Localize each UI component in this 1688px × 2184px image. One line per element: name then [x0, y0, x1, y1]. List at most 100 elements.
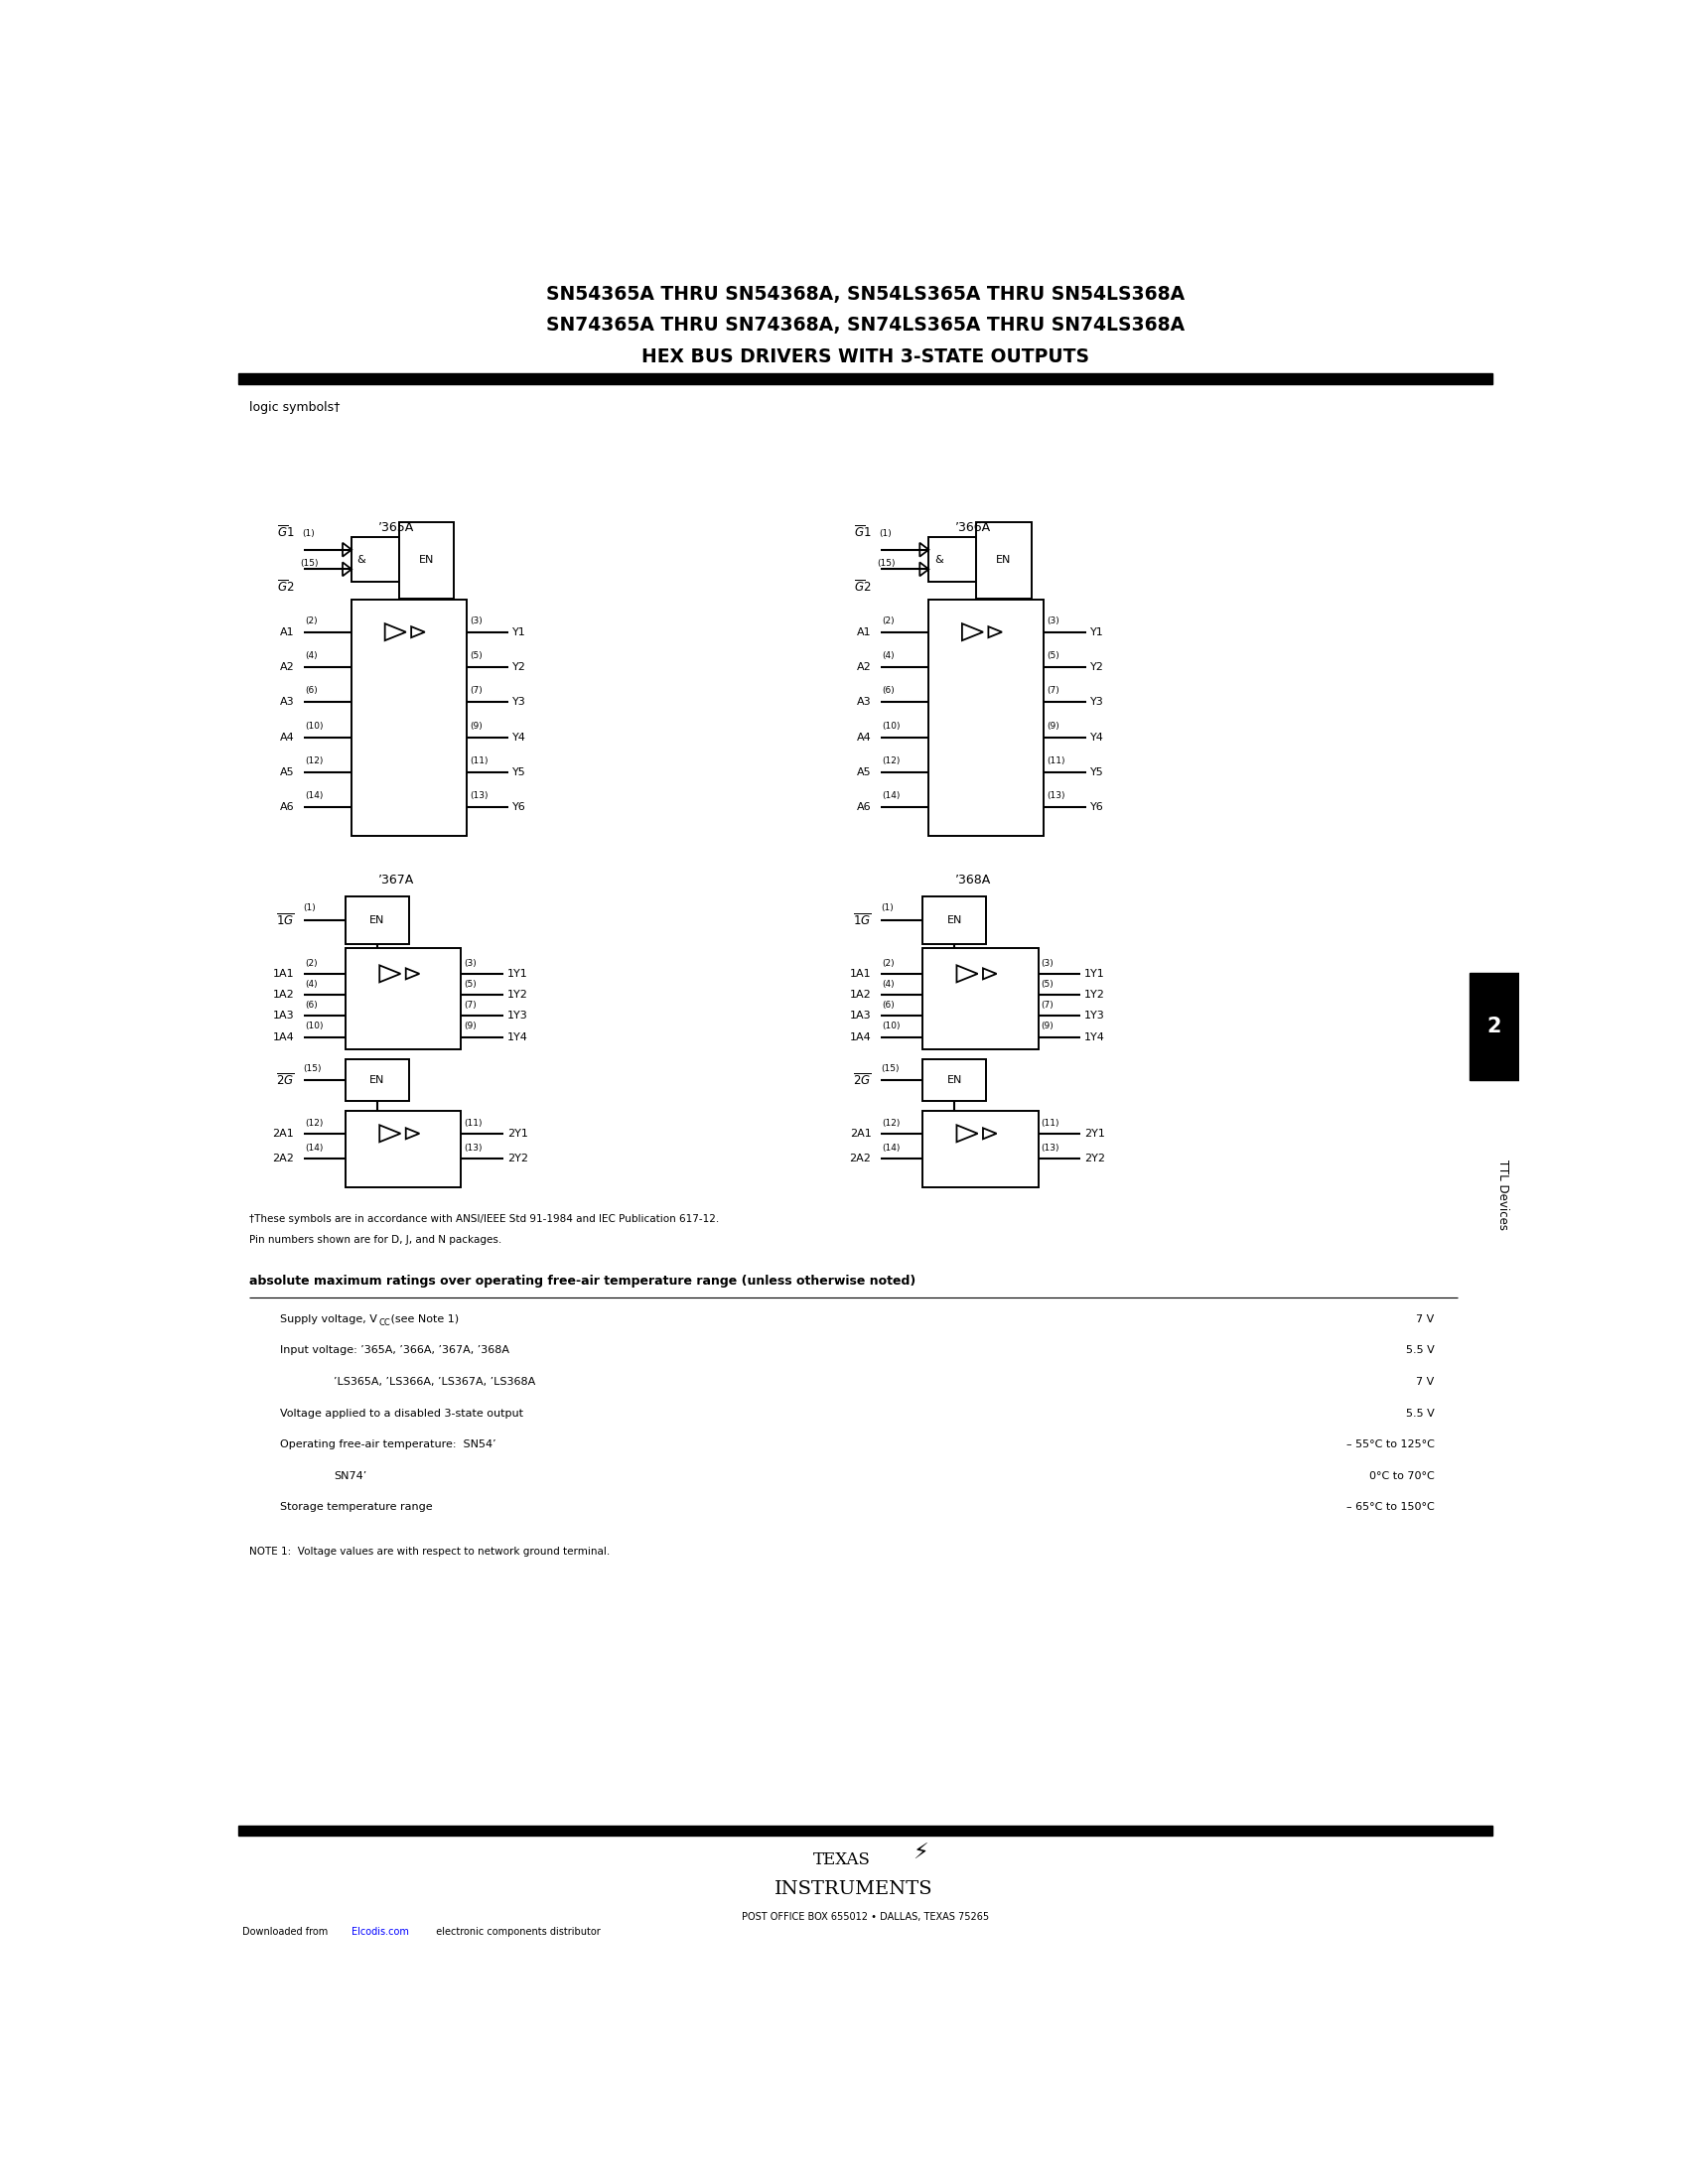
Text: 2A1: 2A1: [849, 1129, 871, 1138]
Text: (3): (3): [469, 616, 483, 625]
Text: 1A1: 1A1: [849, 970, 871, 978]
Bar: [976, 522, 1031, 598]
Text: (9): (9): [464, 1022, 476, 1031]
Text: (12): (12): [883, 1118, 900, 1127]
Text: POST OFFICE BOX 655012 • DALLAS, TEXAS 75265: POST OFFICE BOX 655012 • DALLAS, TEXAS 7…: [741, 1911, 989, 1922]
Text: ’368A: ’368A: [955, 874, 991, 887]
Text: (10): (10): [883, 721, 900, 729]
Text: Pin numbers shown are for D, J, and N packages.: Pin numbers shown are for D, J, and N pa…: [250, 1236, 501, 1245]
Bar: [923, 948, 1038, 1051]
Bar: [238, 1826, 1492, 1835]
Text: (11): (11): [469, 756, 488, 764]
Text: 2Y1: 2Y1: [1084, 1129, 1106, 1138]
Text: SN74’: SN74’: [334, 1472, 366, 1481]
Text: 1Y1: 1Y1: [508, 970, 528, 978]
Text: †These symbols are in accordance with ANSI/IEEE Std 91-1984 and IEC Publication : †These symbols are in accordance with AN…: [250, 1214, 719, 1223]
Text: 1A4: 1A4: [849, 1033, 871, 1042]
Text: 1A1: 1A1: [273, 970, 294, 978]
Text: (7): (7): [1047, 686, 1060, 695]
Text: 2A1: 2A1: [272, 1129, 294, 1138]
Text: EN: EN: [370, 1075, 385, 1085]
Text: (11): (11): [1041, 1118, 1060, 1127]
Text: 7 V: 7 V: [1416, 1315, 1435, 1324]
Bar: [346, 1059, 408, 1101]
Text: 0°C to 70°C: 0°C to 70°C: [1369, 1472, 1435, 1481]
Text: 2Y2: 2Y2: [1084, 1153, 1106, 1164]
Bar: [346, 1112, 461, 1188]
Text: Supply voltage, V: Supply voltage, V: [280, 1315, 378, 1324]
Text: (13): (13): [1047, 791, 1065, 799]
Text: SN54365A THRU SN54368A, SN54LS365A THRU SN54LS368A: SN54365A THRU SN54368A, SN54LS365A THRU …: [545, 284, 1185, 304]
Text: EN: EN: [947, 1075, 962, 1085]
Text: ’365A: ’365A: [378, 522, 414, 535]
Text: 7 V: 7 V: [1416, 1376, 1435, 1387]
Text: 5.5 V: 5.5 V: [1406, 1409, 1435, 1417]
Bar: [398, 522, 454, 598]
Text: (13): (13): [464, 1144, 483, 1153]
Text: (7): (7): [1041, 1000, 1053, 1009]
Text: (2): (2): [306, 959, 317, 968]
Text: EN: EN: [996, 555, 1011, 566]
Text: $\overline{2G}$: $\overline{2G}$: [275, 1072, 294, 1088]
Text: (15): (15): [878, 559, 896, 568]
Text: (2): (2): [883, 959, 895, 968]
Text: (6): (6): [883, 1000, 895, 1009]
Text: (11): (11): [464, 1118, 483, 1127]
Text: (10): (10): [306, 1022, 324, 1031]
Text: (4): (4): [306, 651, 317, 660]
Text: Y5: Y5: [513, 767, 527, 778]
Text: (14): (14): [883, 791, 900, 799]
Text: Elcodis.com: Elcodis.com: [351, 1926, 408, 1937]
Text: A3: A3: [858, 697, 871, 708]
Text: Y1: Y1: [1090, 627, 1104, 638]
Bar: [346, 898, 408, 943]
Text: (12): (12): [306, 756, 322, 764]
Text: $\overline{1G}$: $\overline{1G}$: [852, 913, 871, 928]
Text: &: &: [358, 555, 366, 563]
Text: 1Y1: 1Y1: [1084, 970, 1106, 978]
Text: (12): (12): [883, 756, 900, 764]
Text: 1A4: 1A4: [272, 1033, 294, 1042]
Text: EN: EN: [947, 915, 962, 926]
Text: A3: A3: [280, 697, 294, 708]
Text: (1): (1): [304, 904, 316, 913]
Text: $\overline{G}$2: $\overline{G}$2: [277, 579, 294, 594]
Text: ⚡: ⚡: [913, 1843, 928, 1863]
Text: (7): (7): [464, 1000, 476, 1009]
Text: (9): (9): [1047, 721, 1060, 729]
Text: 1Y4: 1Y4: [508, 1033, 528, 1042]
Text: (6): (6): [883, 686, 895, 695]
Text: $\overline{1G}$: $\overline{1G}$: [275, 913, 294, 928]
Text: &: &: [935, 555, 944, 563]
Text: 1Y4: 1Y4: [1084, 1033, 1106, 1042]
Text: A1: A1: [858, 627, 871, 638]
Text: electronic components distributor: electronic components distributor: [430, 1926, 601, 1937]
Text: (9): (9): [469, 721, 483, 729]
Text: Y3: Y3: [513, 697, 527, 708]
Text: (14): (14): [883, 1144, 900, 1153]
Text: Operating free-air temperature:  SN54’: Operating free-air temperature: SN54’: [280, 1439, 496, 1450]
Text: A2: A2: [280, 662, 294, 673]
Bar: [351, 537, 398, 581]
Text: Y3: Y3: [1090, 697, 1104, 708]
Text: (6): (6): [306, 686, 317, 695]
Text: 1A2: 1A2: [272, 989, 294, 1000]
Bar: [351, 601, 466, 834]
Text: Storage temperature range: Storage temperature range: [280, 1503, 432, 1511]
Text: – 55°C to 125°C: – 55°C to 125°C: [1347, 1439, 1435, 1450]
Text: (12): (12): [306, 1118, 322, 1127]
Text: (10): (10): [306, 721, 324, 729]
Bar: [928, 601, 1043, 834]
Text: 5.5 V: 5.5 V: [1406, 1345, 1435, 1356]
Text: Y4: Y4: [1090, 732, 1104, 743]
Text: (6): (6): [306, 1000, 317, 1009]
Text: TEXAS: TEXAS: [814, 1852, 871, 1867]
Text: (5): (5): [1041, 981, 1053, 989]
Text: A6: A6: [858, 802, 871, 812]
Text: Downloaded from: Downloaded from: [241, 1926, 331, 1937]
Text: $\overline{G}$1: $\overline{G}$1: [277, 524, 294, 539]
Text: (4): (4): [883, 981, 895, 989]
Text: (15): (15): [300, 559, 319, 568]
Text: Y2: Y2: [513, 662, 527, 673]
Text: (15): (15): [881, 1064, 898, 1072]
